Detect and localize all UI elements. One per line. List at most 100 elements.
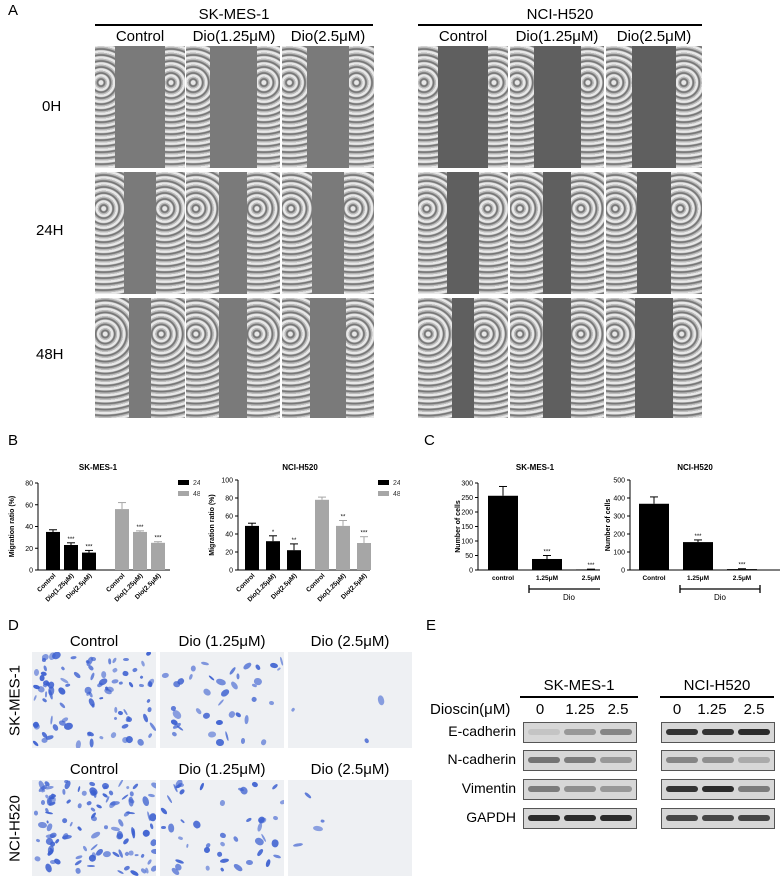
wound-micrograph bbox=[186, 46, 280, 168]
svg-text:**: ** bbox=[341, 515, 346, 521]
dose-value: 2.5 bbox=[743, 701, 765, 718]
transwell-stain-image bbox=[160, 652, 284, 748]
svg-text:20: 20 bbox=[225, 550, 233, 557]
svg-text:0: 0 bbox=[469, 568, 473, 575]
blot-strip bbox=[661, 722, 775, 743]
wound-micrograph bbox=[282, 298, 374, 418]
svg-text:**: ** bbox=[292, 538, 297, 544]
svg-text:SK-MES-1: SK-MES-1 bbox=[79, 463, 118, 472]
panel-a-letter: A bbox=[8, 2, 19, 19]
wound-micrograph bbox=[510, 46, 604, 168]
panel-a-group-title: SK-MES-1 bbox=[198, 6, 270, 23]
svg-text:*: * bbox=[272, 530, 275, 536]
svg-text:100: 100 bbox=[221, 478, 233, 485]
wound-micrograph bbox=[418, 172, 508, 294]
condition-label: Control bbox=[115, 28, 165, 45]
timepoint-label: 24H bbox=[36, 222, 64, 239]
wound-micrograph bbox=[186, 172, 280, 294]
svg-text:500: 500 bbox=[613, 478, 625, 485]
svg-text:Dio: Dio bbox=[563, 593, 576, 602]
svg-text:***: *** bbox=[360, 531, 368, 537]
protein-label: GAPDH bbox=[466, 809, 516, 825]
panel-c-letter: C bbox=[424, 432, 435, 449]
protein-label: Vimentin bbox=[461, 780, 516, 796]
transwell-stain-image bbox=[288, 652, 412, 748]
condition-label: Dio(2.5μM) bbox=[290, 28, 366, 45]
blot-strip bbox=[661, 808, 775, 829]
condition-label: Dio(1.25μM) bbox=[515, 28, 599, 45]
svg-text:SK-MES-1: SK-MES-1 bbox=[516, 463, 555, 472]
wound-micrograph bbox=[606, 46, 702, 168]
panel-b-letter: B bbox=[8, 432, 19, 449]
panel-a-group-title: NCI-H520 bbox=[526, 6, 594, 23]
blot-strip bbox=[661, 779, 775, 800]
svg-text:Migration ratio (%): Migration ratio (%) bbox=[209, 494, 216, 555]
dose-value: 0 bbox=[535, 701, 545, 718]
svg-text:***: *** bbox=[85, 544, 93, 550]
svg-text:1.25μM: 1.25μM bbox=[536, 575, 558, 582]
svg-text:Control: Control bbox=[642, 575, 665, 582]
svg-text:20: 20 bbox=[25, 546, 33, 553]
blot-strip bbox=[523, 722, 637, 743]
svg-text:24H: 24H bbox=[393, 480, 400, 487]
svg-text:***: *** bbox=[136, 525, 144, 531]
wound-micrograph bbox=[282, 172, 374, 294]
svg-text:control: control bbox=[492, 575, 514, 582]
transwell-stain-image bbox=[32, 780, 156, 876]
svg-text:0: 0 bbox=[621, 568, 625, 575]
svg-text:300: 300 bbox=[613, 514, 625, 521]
wound-micrograph bbox=[510, 172, 604, 294]
svg-text:80: 80 bbox=[25, 481, 33, 488]
wound-micrograph bbox=[95, 46, 185, 168]
wound-micrograph bbox=[606, 298, 702, 418]
svg-text:***: *** bbox=[694, 534, 702, 540]
svg-text:***: *** bbox=[67, 537, 75, 543]
condition-label: Dio(2.5μM) bbox=[616, 28, 692, 45]
svg-text:150: 150 bbox=[461, 524, 473, 531]
wound-micrograph bbox=[95, 298, 185, 418]
svg-text:2.5μM: 2.5μM bbox=[582, 575, 600, 582]
dose-value: 2.5 bbox=[607, 701, 629, 718]
wound-micrograph bbox=[510, 298, 604, 418]
wb-group-title: SK-MES-1 bbox=[543, 677, 615, 694]
svg-text:200: 200 bbox=[461, 510, 473, 517]
svg-text:***: *** bbox=[587, 563, 595, 569]
svg-text:NCI-H520: NCI-H520 bbox=[282, 463, 318, 472]
svg-text:***: *** bbox=[543, 550, 551, 556]
stain-column-label: Dio (2.5μM) bbox=[310, 761, 390, 778]
svg-text:40: 40 bbox=[225, 532, 233, 539]
svg-text:NCI-H520: NCI-H520 bbox=[677, 463, 713, 472]
wb-group-title: NCI-H520 bbox=[683, 677, 751, 694]
svg-text:250: 250 bbox=[461, 495, 473, 502]
wound-micrograph bbox=[95, 172, 185, 294]
svg-text:300: 300 bbox=[461, 481, 473, 488]
transwell-stain-image bbox=[32, 652, 156, 748]
svg-text:60: 60 bbox=[225, 514, 233, 521]
condition-label: Control bbox=[438, 28, 488, 45]
protein-label: E-cadherin bbox=[448, 723, 516, 739]
svg-text:24H: 24H bbox=[193, 480, 200, 487]
svg-text:2.5μM: 2.5μM bbox=[733, 575, 751, 582]
blot-strip bbox=[523, 808, 637, 829]
group-rule bbox=[95, 24, 373, 26]
group-rule bbox=[418, 24, 702, 26]
dose-value: 0 bbox=[672, 701, 682, 718]
svg-text:***: *** bbox=[154, 536, 162, 542]
chart-c-sk-mes-1: SK-MES-1 0 50 100 150 200 250 300 Number of cell… bbox=[455, 463, 600, 602]
condition-label: Dio(1.25μM) bbox=[192, 28, 276, 45]
svg-text:50: 50 bbox=[465, 553, 473, 560]
chart-c-nci-h520: NCI-H520 0 100 200 300 400 500 Number of cells C… bbox=[605, 463, 780, 602]
panel-e-letter: E bbox=[426, 617, 437, 634]
blot-strip bbox=[523, 750, 637, 771]
wound-micrograph bbox=[418, 298, 508, 418]
dose-value: 1.25 bbox=[565, 701, 595, 718]
group-rule bbox=[660, 696, 774, 698]
panel-d-letter: D bbox=[8, 617, 19, 634]
svg-text:Migration ratio (%): Migration ratio (%) bbox=[9, 496, 16, 557]
svg-text:0: 0 bbox=[229, 568, 233, 575]
stain-column-label: Dio (1.25μM) bbox=[178, 633, 266, 650]
transwell-stain-image bbox=[288, 780, 412, 876]
svg-text:400: 400 bbox=[613, 496, 625, 503]
svg-text:Dio: Dio bbox=[714, 593, 727, 602]
